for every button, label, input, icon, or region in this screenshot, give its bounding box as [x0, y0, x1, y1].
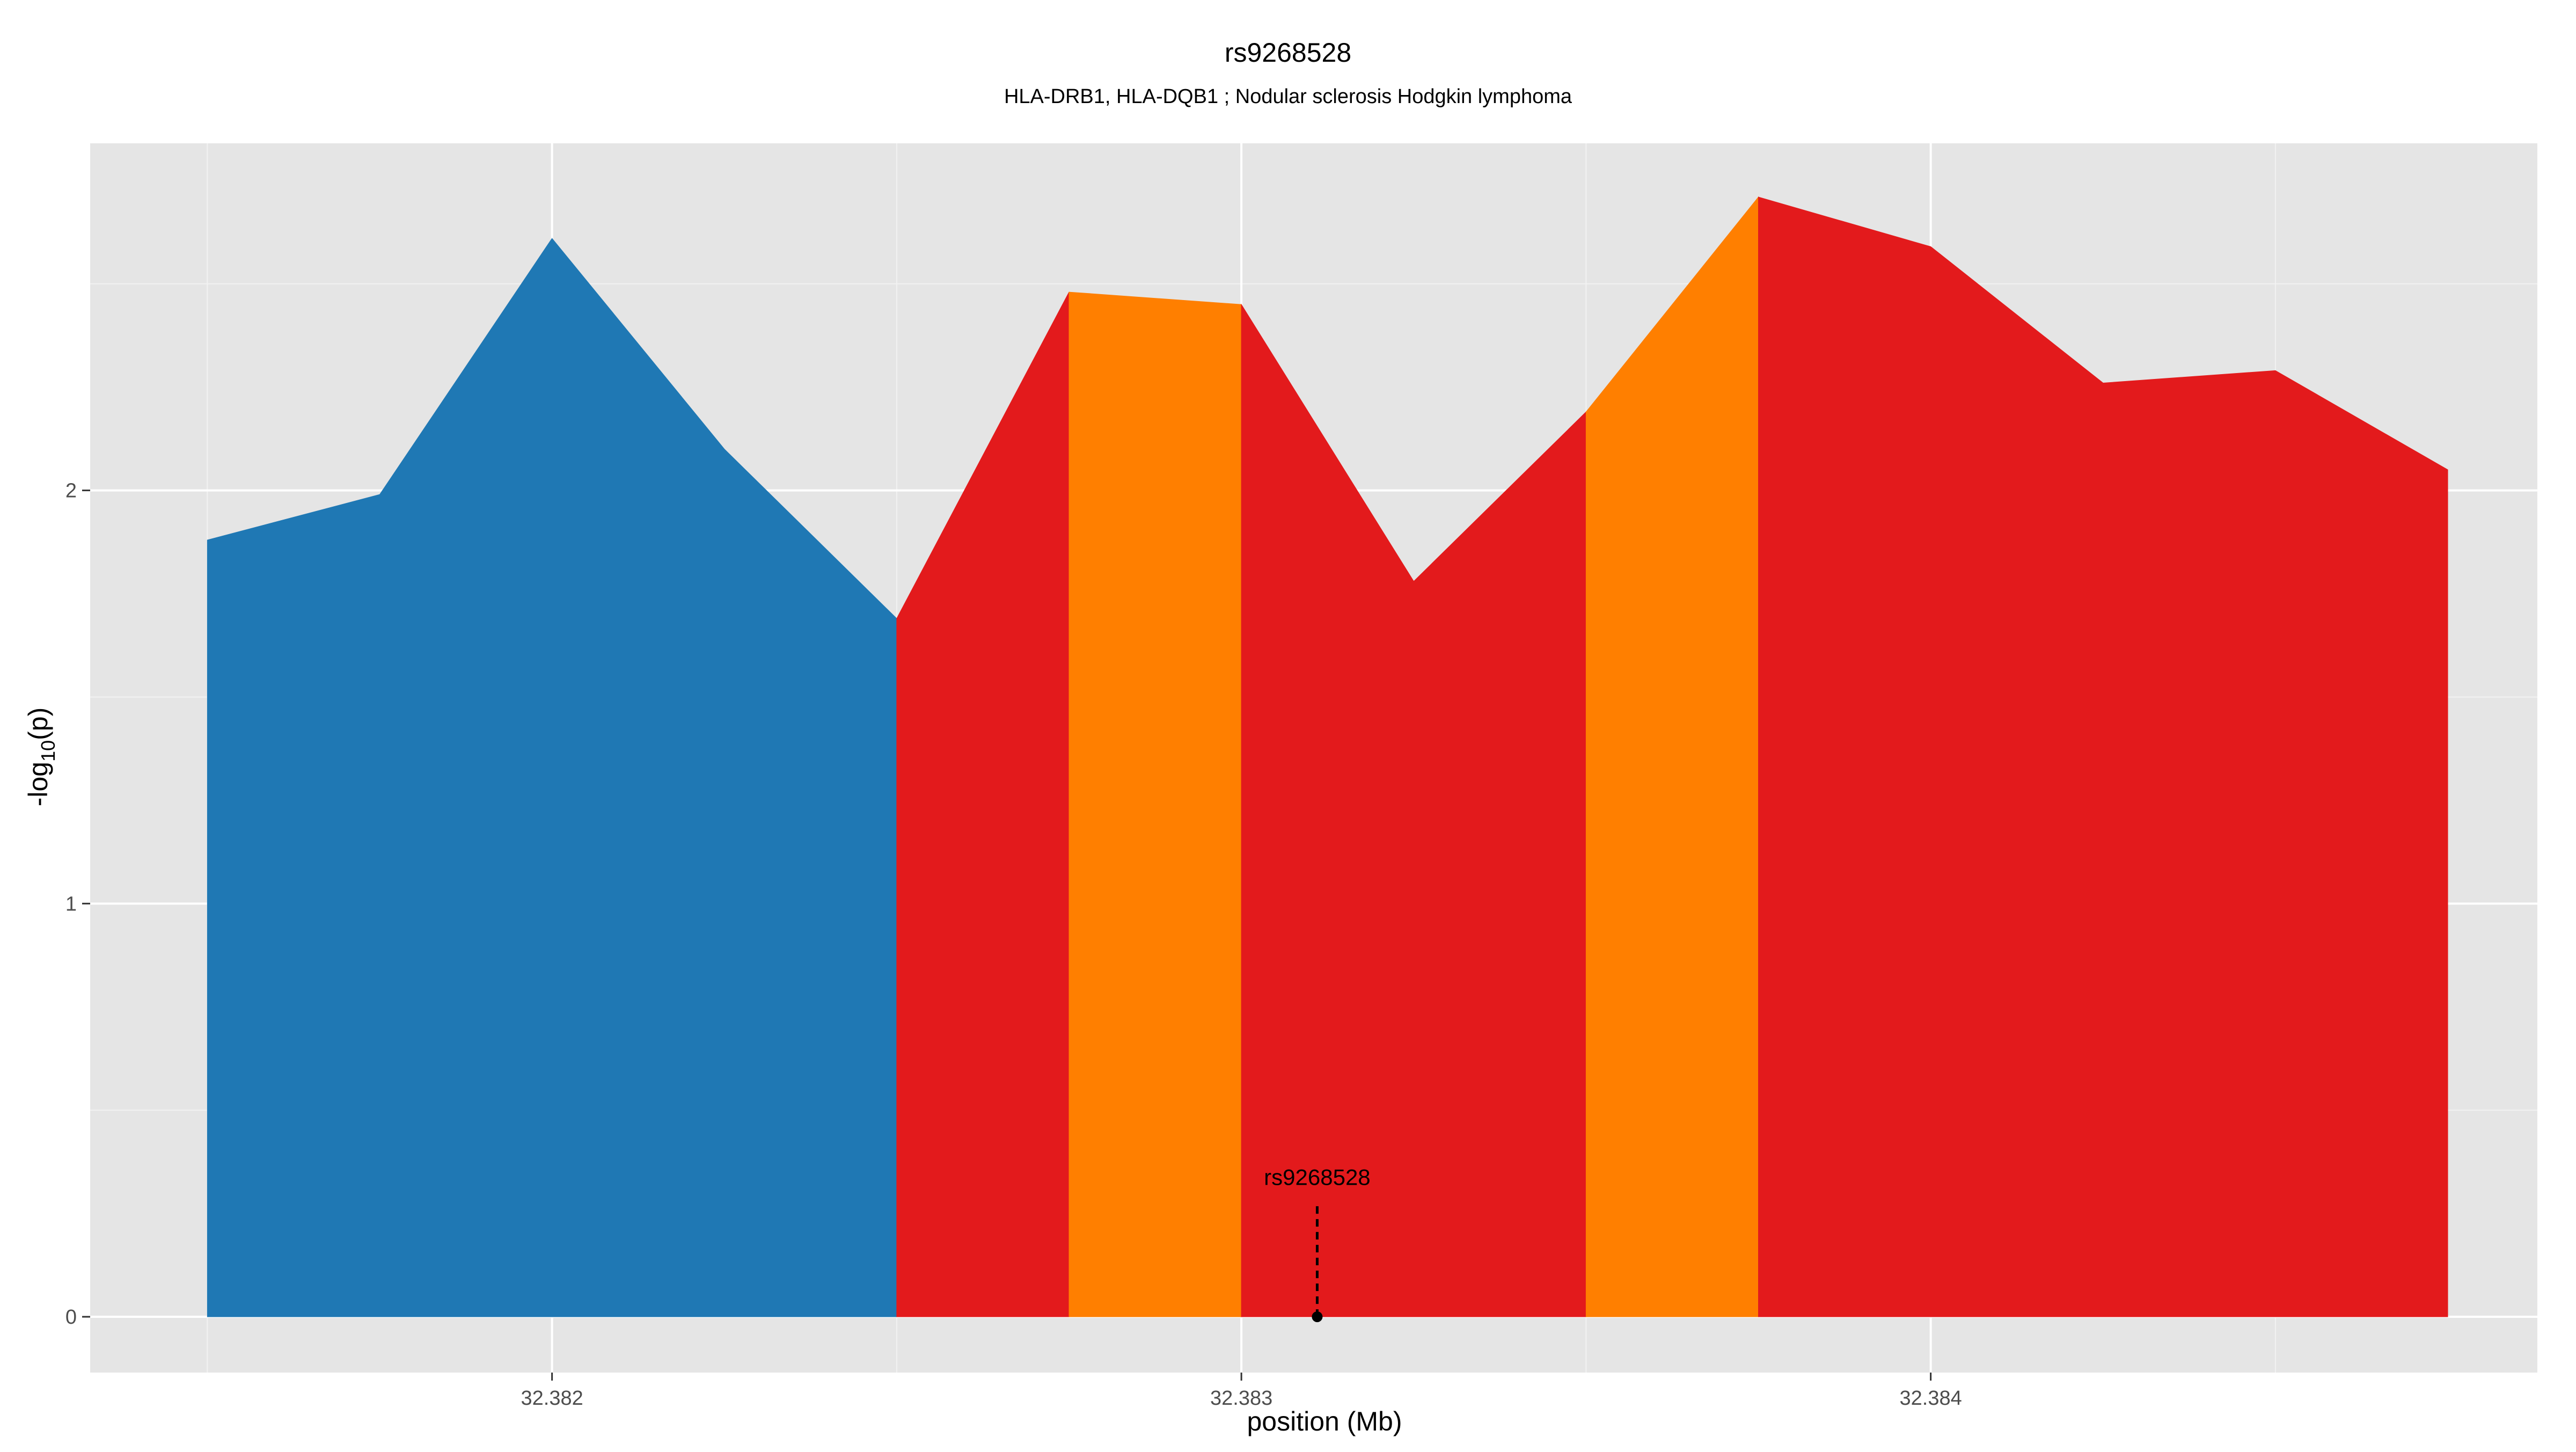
snp-label: rs9268528 — [1264, 1164, 1371, 1190]
y-axis-label-subscript: 10 — [37, 740, 59, 762]
y-axis-label-rest: (p) — [23, 707, 53, 740]
y-axis-label-base: -log — [23, 762, 53, 806]
chart-title: rs9268528 — [1225, 38, 1351, 68]
y-tick-label-1: 1 — [65, 893, 77, 915]
x-tick-label-2: 32.384 — [1900, 1387, 1962, 1410]
x-axis-label: position (Mb) — [1247, 1406, 1402, 1436]
area-segment-2 — [1069, 291, 1242, 1317]
y-tick-label-2: 2 — [65, 480, 77, 502]
x-tick-label-0: 32.382 — [521, 1387, 583, 1410]
x-tick-label-1: 32.383 — [1210, 1387, 1272, 1410]
chart-subtitle: HLA-DRB1, HLA-DQB1 ; Nodular sclerosis H… — [1004, 85, 1572, 108]
y-axis-label: -log10(p) — [23, 707, 59, 807]
area-segment-3 — [1241, 303, 1586, 1317]
area-segments — [207, 196, 2448, 1317]
y-tick-label-0: 0 — [65, 1306, 77, 1329]
snp-marker: rs9268528 — [1264, 1164, 1371, 1323]
x-axis: 32.382 32.383 32.384 — [521, 1373, 1962, 1410]
y-axis: 0 1 2 — [65, 480, 90, 1329]
area-segment-5 — [1758, 196, 2448, 1317]
snp-point[interactable] — [1312, 1311, 1323, 1323]
